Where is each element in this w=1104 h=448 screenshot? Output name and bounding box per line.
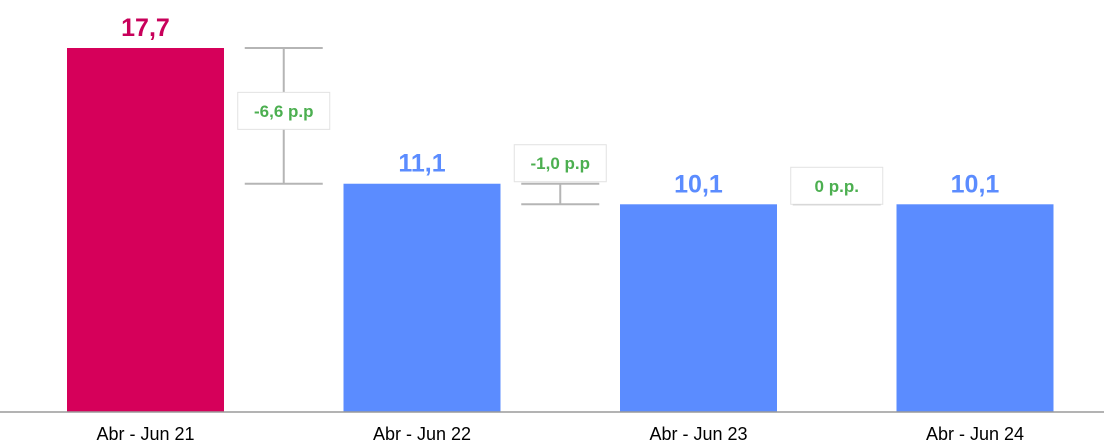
difference-brackets-layer: -6,6 p.p -1,0 p.p 0 p.p. bbox=[237, 47, 884, 206]
x-tick-label-1: Abr - Jun 21 bbox=[96, 424, 194, 443]
difference-label-box-2 bbox=[513, 144, 607, 183]
difference-label-box-1 bbox=[237, 91, 331, 130]
difference-bracket-2: -1,0 p.p bbox=[513, 144, 607, 206]
difference-label-2: -1,0 p.p bbox=[530, 154, 590, 173]
x-tick-label-2: Abr - Jun 22 bbox=[373, 424, 471, 443]
bar-4 bbox=[896, 204, 1054, 412]
difference-label-box-3 bbox=[790, 166, 884, 205]
value-label-1: 17,7 bbox=[121, 14, 170, 42]
difference-label-1: -6,6 p.p bbox=[254, 102, 314, 121]
x-tick-label-3: Abr - Jun 23 bbox=[649, 424, 747, 443]
labels-layer: 17,7 Abr - Jun 21 11,1 Abr - Jun 22 10,1 Abr … bbox=[96, 14, 1024, 444]
difference-bracket-3: 0 p.p. bbox=[790, 166, 884, 206]
difference-label-3: 0 p.p. bbox=[815, 177, 859, 196]
x-tick-label-4: Abr - Jun 24 bbox=[926, 424, 1024, 443]
value-label-4: 10,1 bbox=[951, 170, 1000, 198]
value-label-3: 10,1 bbox=[674, 170, 723, 198]
bars-layer bbox=[67, 48, 1054, 412]
bar-3 bbox=[620, 204, 777, 412]
difference-bracket-1: -6,6 p.p bbox=[237, 47, 331, 185]
value-label-2: 11,1 bbox=[398, 150, 445, 178]
bar-1 bbox=[67, 48, 224, 412]
bar-2 bbox=[343, 183, 501, 412]
